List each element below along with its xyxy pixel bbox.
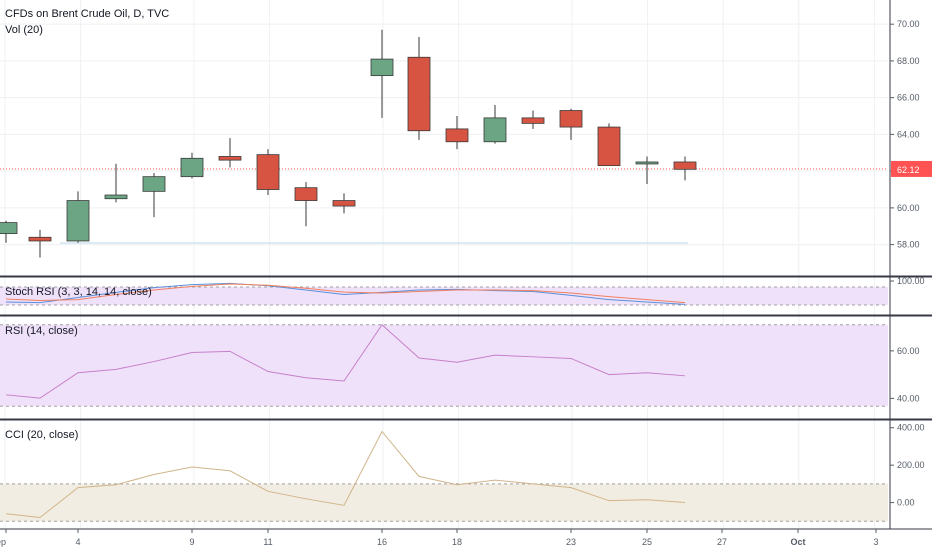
candle-body (0, 222, 18, 235)
price-badge-label: 62.12 (897, 165, 920, 175)
chart-legend: CFDs on Brent Crude Oil, D, TVC Vol (20) (5, 6, 169, 38)
y-tick-label: 66.00 (897, 93, 920, 103)
candle-body (673, 161, 697, 170)
candle-body (66, 200, 90, 242)
price-badge (891, 160, 932, 177)
x-tick-label: 9 (189, 537, 194, 547)
candle-body (635, 161, 659, 165)
candle-body (142, 176, 166, 192)
y-tick-label: 68.00 (897, 56, 920, 66)
candle-body (294, 187, 318, 201)
candle-body (104, 194, 128, 200)
stoch-rsi-series-line (5, 282, 686, 305)
x-tick-label: 16 (377, 537, 387, 547)
candle-body (370, 58, 394, 77)
x-tick-label: 23 (566, 537, 576, 547)
candle-body (483, 117, 507, 143)
candle-body (445, 128, 469, 143)
candle-body (332, 200, 356, 207)
y-tick-label: 70.00 (897, 19, 920, 29)
y-tick-label: 0.00 (897, 498, 915, 508)
x-tick-label: 11 (263, 537, 272, 547)
candle-body (180, 157, 204, 178)
candle-body (521, 117, 545, 124)
candle-body (256, 154, 280, 190)
rsi-series-line (5, 323, 686, 399)
y-tick-label: 58.00 (897, 240, 920, 250)
candle-body (407, 56, 431, 132)
candle-body (28, 236, 52, 242)
candle-body (559, 110, 583, 128)
cci-title: CCI (20, close) (5, 429, 78, 441)
candle-body (218, 156, 242, 161)
x-tick-label: 27 (717, 537, 727, 547)
y-tick-label: 200.00 (897, 460, 925, 470)
y-tick-label: 64.00 (897, 129, 920, 139)
volume-label: Vol (20) (5, 24, 43, 36)
y-tick-label: 60.00 (897, 203, 920, 213)
cci-band (0, 483, 888, 522)
stoch-rsi-title: Stoch RSI (3, 3, 14, 14, close) (5, 286, 152, 298)
x-tick-label: Oct (790, 537, 805, 547)
cci-series-line (5, 430, 686, 519)
rsi-title: RSI (14, close) (5, 325, 78, 337)
x-tick-label: 25 (642, 537, 652, 547)
y-tick-label: 100.00 (897, 276, 925, 286)
x-tick-label: 18 (452, 537, 462, 547)
x-tick-label: 4 (75, 537, 80, 547)
rsi-band (0, 324, 888, 407)
y-tick-label: 60.00 (897, 346, 920, 356)
stoch-rsi-band (0, 287, 888, 305)
stoch-rsi-series-line (5, 283, 686, 304)
chart-title: CFDs on Brent Crude Oil, D, TVC (5, 8, 170, 20)
x-tick-label: 3 (873, 537, 878, 547)
x-tick-label: ep (0, 537, 6, 547)
candle-body (597, 126, 621, 167)
y-tick-label: 40.00 (897, 393, 920, 403)
y-tick-label: 400.00 (897, 423, 925, 433)
